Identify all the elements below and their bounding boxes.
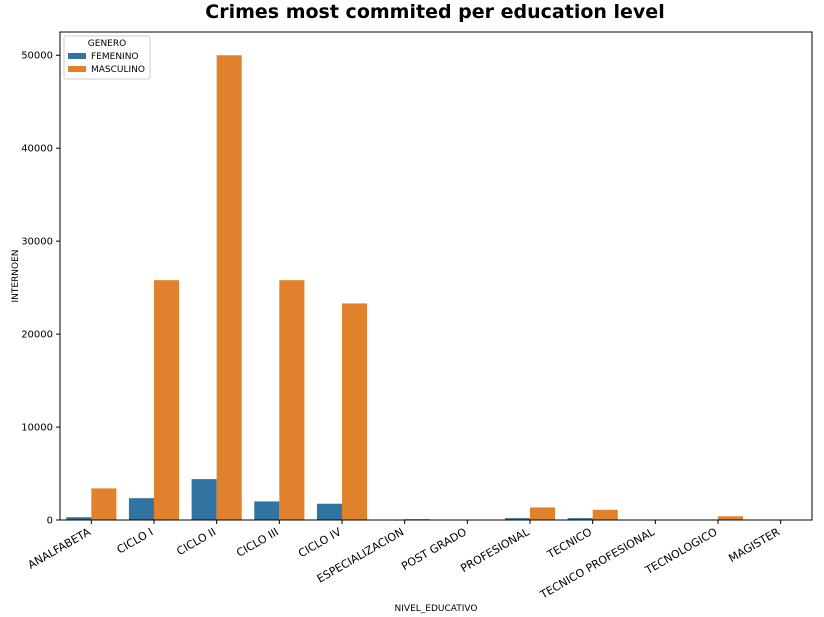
x-tick-label: CICLO III [234, 525, 281, 559]
legend: GENERO FEMENINO MASCULINO [63, 35, 151, 80]
bar-femenino-0 [66, 517, 92, 520]
x-tick-label: ANALFABETA [26, 525, 94, 572]
y-tick-label: 50000 [21, 51, 53, 62]
x-tick-label: CICLO I [115, 525, 156, 556]
legend-label-femenino: FEMENINO [91, 52, 139, 62]
bar-masculino-4 [342, 303, 368, 520]
y-tick-label: 20000 [21, 330, 53, 341]
x-tick-label: CICLO II [174, 525, 218, 558]
bar-femenino-3 [254, 501, 280, 520]
x-axis: ANALFABETA CICLO I CICLO II CICLO III CICLO … [26, 520, 782, 602]
bar-masculino-1 [154, 280, 180, 520]
bar-masculino-7 [530, 507, 556, 520]
x-tick-label: TECNICO PROFESIONAL [537, 525, 657, 602]
bar-femenino-7 [504, 518, 530, 520]
y-tick-label: 10000 [21, 423, 53, 434]
x-tick-label: PROFESIONAL [458, 525, 532, 575]
bar-masculino-0 [91, 488, 117, 520]
bars-layer [66, 55, 744, 521]
x-tick-label: TECNICO [544, 525, 594, 562]
bar-femenino-8 [567, 518, 593, 520]
y-tick-label: 40000 [21, 144, 53, 155]
bar-femenino-1 [128, 498, 154, 520]
x-tick-label: CICLO IV [296, 525, 344, 560]
legend-title: GENERO [88, 39, 126, 49]
bar-femenino-2 [191, 479, 217, 520]
legend-swatch-masculino [68, 66, 86, 72]
x-axis-label: NIVEL_EDUCATIVO [395, 604, 478, 614]
bar-femenino-4 [316, 503, 342, 520]
bar-masculino-10 [718, 516, 744, 520]
x-tick-label: MAGISTER [726, 525, 782, 565]
y-tick-label: 0 [47, 516, 53, 527]
bar-masculino-8 [592, 509, 618, 520]
legend-swatch-femenino [68, 53, 86, 59]
y-tick-label: 30000 [21, 237, 53, 248]
bar-masculino-2 [216, 55, 242, 521]
y-axis-label: INTERNOEN [11, 249, 21, 302]
y-axis: 0 10000 20000 30000 40000 50000 [21, 51, 60, 527]
legend-items: FEMENINO MASCULINO [68, 52, 145, 75]
legend-label-masculino: MASCULINO [91, 65, 145, 75]
chart-title: Crimes most commited per education level [205, 1, 664, 23]
bar-masculino-3 [279, 280, 305, 520]
plot-frame [59, 31, 813, 521]
